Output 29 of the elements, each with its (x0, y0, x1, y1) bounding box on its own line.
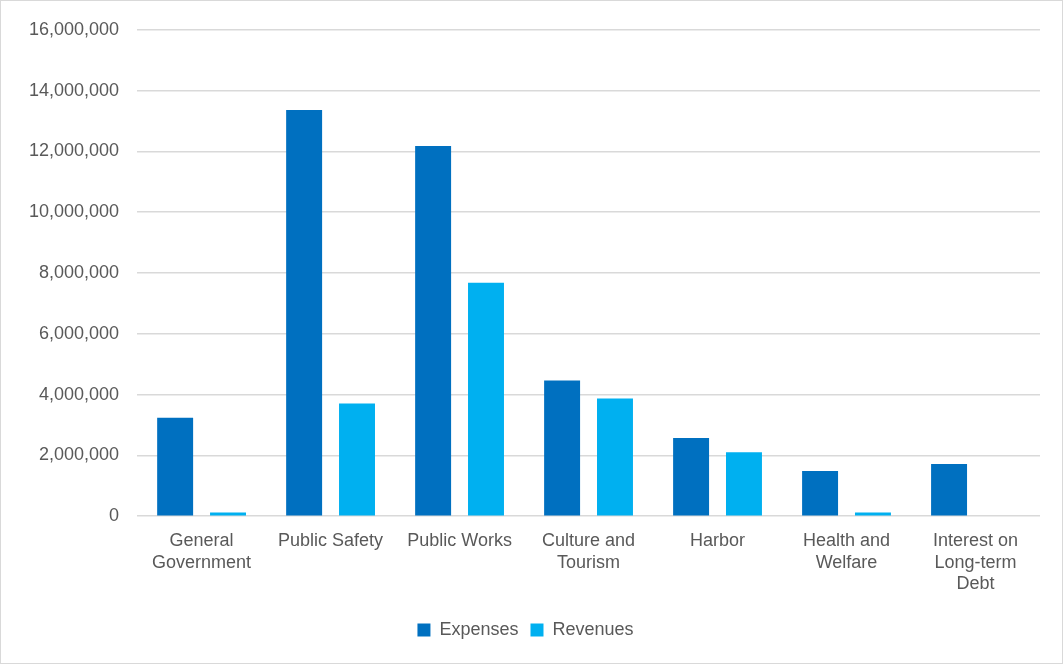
bar (725, 452, 762, 516)
bar (286, 110, 323, 516)
x-tick-label: Interest on Long-term Debt (932, 529, 1019, 594)
y-tick-label: 6,000,000 (39, 322, 120, 343)
bar (157, 417, 194, 516)
y-tick-label: 8,000,000 (39, 261, 120, 282)
legend-label: Expenses (439, 618, 519, 639)
y-tick-label: 14,000,000 (28, 79, 120, 100)
x-tick-label: General Government (152, 529, 252, 572)
bar (802, 470, 839, 516)
y-tick-label: 4,000,000 (39, 383, 120, 404)
x-tick-label: Culture and Tourism (542, 529, 636, 572)
y-tick-label: 10,000,000 (28, 201, 120, 222)
y-tick-label: 16,000,000 (28, 18, 120, 39)
y-tick-label: 2,000,000 (39, 444, 120, 465)
bar (468, 282, 504, 516)
bar (673, 438, 710, 516)
bar (415, 145, 452, 516)
x-tick-label: Public Safety (278, 529, 384, 550)
bar (931, 463, 968, 516)
bar (544, 380, 581, 516)
bar (597, 398, 633, 516)
x-tick-label: Public Works (407, 529, 512, 550)
y-tick-label: 12,000,000 (28, 140, 120, 161)
legend-label: Revenues (552, 618, 634, 639)
x-tick-label: Health and Welfare (802, 529, 891, 572)
bar (339, 403, 375, 516)
x-tick-label: Harbor (690, 529, 746, 550)
y-tick-label: 0 (109, 505, 120, 526)
